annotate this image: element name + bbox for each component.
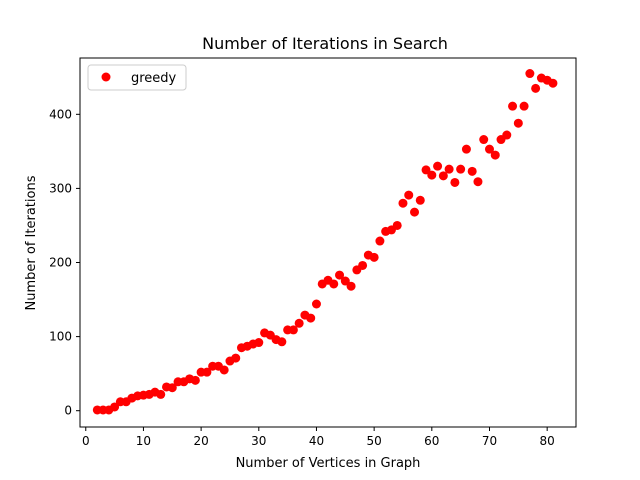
data-point [311, 299, 321, 309]
data-point [254, 338, 264, 348]
x-axis-ticks: 0 10 20 30 40 50 60 70 80 [82, 427, 555, 448]
data-point [513, 118, 523, 128]
data-point [167, 383, 177, 393]
data-point [335, 270, 345, 280]
data-points [92, 69, 558, 415]
x-tick-label: 20 [193, 434, 208, 448]
x-axis-label: Number of Vertices in Graph [236, 456, 421, 471]
data-point [346, 281, 356, 291]
x-tick-label: 30 [251, 434, 266, 448]
data-point [190, 375, 200, 385]
data-point [231, 353, 241, 363]
y-axis-label: Number of Iterations [24, 175, 39, 310]
legend-marker [101, 72, 111, 82]
data-point [415, 195, 425, 205]
y-tick-label: 400 [49, 107, 72, 121]
data-point [519, 101, 529, 111]
chart-title: Number of Iterations in Search [202, 34, 448, 53]
data-point [375, 236, 385, 246]
data-point [461, 144, 471, 154]
data-point [473, 177, 483, 187]
data-point [288, 325, 298, 335]
y-tick-label: 200 [49, 256, 72, 270]
data-point [467, 166, 477, 176]
data-point [438, 171, 448, 181]
legend-box [87, 64, 187, 91]
data-point [525, 69, 535, 79]
data-point [433, 161, 443, 171]
data-point [508, 101, 518, 111]
legend: greedy [87, 64, 187, 91]
y-axis-ticks: 0 100 200 300 400 [49, 107, 80, 418]
data-point [450, 177, 460, 187]
data-point [340, 276, 350, 286]
data-point [110, 402, 120, 412]
y-tick-label: 300 [49, 181, 72, 195]
y-tick-label: 0 [64, 404, 72, 418]
x-tick-label: 80 [540, 434, 555, 448]
x-tick-label: 10 [136, 434, 151, 448]
data-point [484, 144, 494, 154]
data-point [156, 389, 166, 399]
data-point [548, 78, 558, 88]
data-point [444, 164, 454, 174]
data-point [456, 164, 466, 174]
data-point [398, 198, 408, 208]
data-point [306, 313, 316, 323]
data-point [369, 252, 379, 262]
data-point [531, 83, 541, 93]
data-point [202, 367, 212, 377]
x-tick-label: 70 [482, 434, 497, 448]
x-tick-label: 50 [366, 434, 381, 448]
x-tick-label: 60 [424, 434, 439, 448]
data-point [479, 135, 489, 145]
x-tick-label: 0 [82, 434, 90, 448]
data-point [421, 165, 431, 175]
legend-label: greedy [131, 71, 177, 86]
data-point [410, 207, 420, 217]
data-point [329, 279, 339, 289]
data-point [490, 150, 500, 160]
data-point [404, 190, 414, 200]
data-point [392, 220, 402, 230]
data-point [502, 130, 512, 140]
data-point [219, 365, 229, 375]
data-point [427, 170, 437, 180]
data-point [277, 337, 287, 347]
y-tick-label: 100 [49, 330, 72, 344]
data-point [294, 318, 304, 328]
x-tick-label: 40 [309, 434, 324, 448]
data-point [358, 260, 368, 270]
plot-frame [79, 57, 577, 428]
